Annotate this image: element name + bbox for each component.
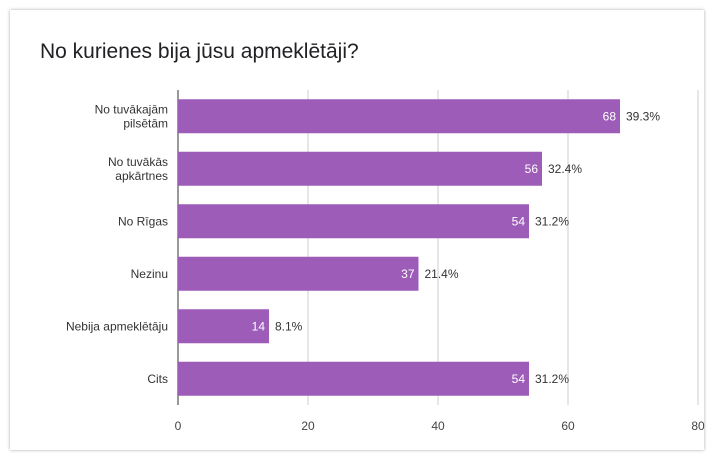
bar bbox=[178, 151, 542, 186]
category-label: No tuvākajām bbox=[95, 102, 168, 116]
category-label: Cits bbox=[147, 372, 168, 386]
bar-value-label: 56 bbox=[525, 162, 539, 176]
bar bbox=[178, 361, 529, 396]
bar-value-label: 37 bbox=[401, 267, 415, 281]
x-tick-label: 80 bbox=[691, 419, 705, 433]
x-tick-label: 60 bbox=[561, 419, 575, 433]
bar-value-label: 54 bbox=[512, 214, 526, 228]
x-tick-label: 20 bbox=[301, 419, 315, 433]
bar-value-label: 68 bbox=[603, 109, 617, 123]
x-tick-label: 40 bbox=[431, 419, 445, 433]
bar bbox=[178, 204, 529, 239]
bar-value-label: 14 bbox=[252, 319, 266, 333]
bar bbox=[178, 256, 419, 291]
bar bbox=[178, 99, 620, 134]
bar-percent-label: 8.1% bbox=[275, 319, 303, 333]
bar-percent-label: 31.2% bbox=[535, 214, 569, 228]
bar-percent-label: 32.4% bbox=[548, 162, 582, 176]
chart-title: No kurienes bija jūsu apmeklētāji? bbox=[40, 40, 359, 63]
category-label: Nezinu bbox=[131, 267, 168, 281]
category-label: Nebija apmeklētāju bbox=[66, 319, 168, 333]
bar-percent-label: 31.2% bbox=[535, 372, 569, 386]
category-label: pilsētām bbox=[123, 116, 168, 130]
bar-percent-label: 39.3% bbox=[626, 109, 660, 123]
x-tick-label: 0 bbox=[175, 419, 182, 433]
category-label: No Rīgas bbox=[118, 214, 168, 228]
bar bbox=[178, 309, 269, 344]
category-label: No tuvākās bbox=[108, 155, 168, 169]
category-label: apkārtnes bbox=[115, 169, 168, 183]
bar-percent-label: 21.4% bbox=[425, 267, 459, 281]
bar-value-label: 54 bbox=[512, 372, 526, 386]
